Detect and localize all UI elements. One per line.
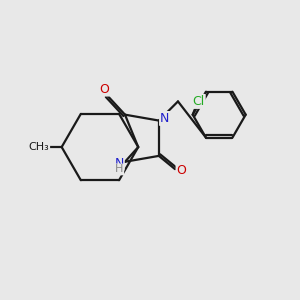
Text: O: O (99, 82, 109, 95)
Text: Cl: Cl (193, 95, 205, 108)
Text: O: O (177, 164, 186, 177)
Text: CH₃: CH₃ (28, 142, 49, 152)
Text: H: H (115, 164, 123, 174)
Text: N: N (160, 112, 169, 125)
Text: N: N (114, 157, 124, 170)
